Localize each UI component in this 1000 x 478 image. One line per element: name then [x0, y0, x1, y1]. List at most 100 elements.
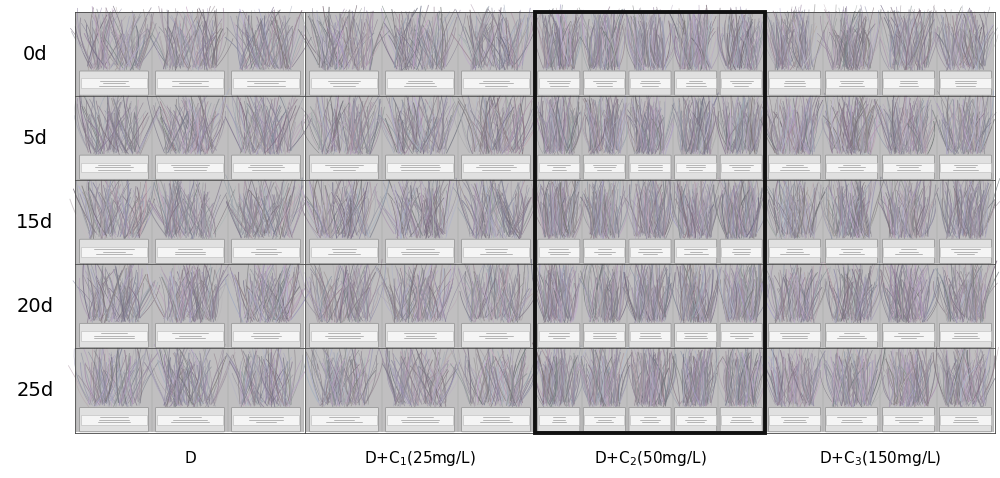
FancyBboxPatch shape [629, 239, 671, 263]
FancyBboxPatch shape [310, 155, 378, 179]
Bar [463, 415, 529, 425]
Bar [881, 181, 936, 263]
Bar [387, 163, 453, 173]
Bar [463, 163, 529, 173]
FancyBboxPatch shape [386, 408, 454, 432]
Bar [824, 13, 879, 95]
FancyBboxPatch shape [156, 71, 224, 95]
Bar [630, 78, 670, 88]
FancyBboxPatch shape [720, 155, 762, 179]
Bar [306, 97, 534, 180]
Text: D+C$_1$(25mg/L): D+C$_1$(25mg/L) [364, 449, 476, 468]
Bar [719, 13, 763, 95]
Bar [233, 163, 299, 173]
FancyBboxPatch shape [156, 239, 224, 263]
Bar [229, 349, 303, 432]
Bar [157, 78, 223, 88]
Bar [539, 163, 579, 173]
Bar [536, 97, 764, 180]
Bar [826, 331, 877, 341]
FancyBboxPatch shape [462, 71, 530, 95]
Bar [721, 247, 761, 257]
Bar [767, 181, 822, 263]
Bar [81, 163, 147, 173]
FancyBboxPatch shape [629, 324, 671, 348]
Bar [881, 349, 936, 432]
FancyBboxPatch shape [232, 155, 300, 179]
Text: D: D [184, 451, 196, 467]
FancyBboxPatch shape [538, 239, 580, 263]
FancyBboxPatch shape [675, 155, 717, 179]
FancyBboxPatch shape [825, 324, 878, 348]
Bar [824, 97, 879, 179]
Bar [940, 163, 991, 173]
Bar [583, 13, 626, 95]
Bar [721, 78, 761, 88]
Bar [383, 13, 457, 95]
Text: D+C$_3$(150mg/L): D+C$_3$(150mg/L) [819, 449, 941, 468]
FancyBboxPatch shape [675, 324, 717, 348]
FancyBboxPatch shape [720, 324, 762, 348]
FancyBboxPatch shape [386, 71, 454, 95]
Bar [307, 97, 381, 179]
Bar [630, 331, 670, 341]
FancyBboxPatch shape [386, 155, 454, 179]
Bar [153, 97, 227, 179]
Bar [940, 247, 991, 257]
Bar [883, 78, 934, 88]
FancyBboxPatch shape [156, 408, 224, 432]
FancyBboxPatch shape [232, 71, 300, 95]
Bar [583, 265, 626, 348]
Bar [766, 349, 994, 432]
FancyBboxPatch shape [583, 324, 625, 348]
Bar [719, 181, 763, 263]
Bar [537, 265, 581, 348]
Bar [826, 78, 877, 88]
Text: 5d: 5d [23, 129, 47, 148]
Bar [306, 181, 534, 264]
Bar [883, 331, 934, 341]
Bar [769, 415, 820, 425]
FancyBboxPatch shape [80, 239, 148, 263]
FancyBboxPatch shape [675, 71, 717, 95]
Bar [77, 349, 151, 432]
Bar [938, 349, 993, 432]
FancyBboxPatch shape [768, 71, 821, 95]
Bar [76, 97, 304, 180]
FancyBboxPatch shape [538, 155, 580, 179]
FancyBboxPatch shape [825, 239, 878, 263]
Bar [674, 97, 717, 179]
Bar [630, 415, 670, 425]
Bar [940, 78, 991, 88]
Bar [153, 349, 227, 432]
FancyBboxPatch shape [825, 408, 878, 432]
FancyBboxPatch shape [939, 408, 992, 432]
Bar [676, 78, 716, 88]
Bar [824, 181, 879, 263]
Bar [76, 349, 304, 432]
Bar [76, 12, 304, 96]
Bar [536, 12, 764, 96]
FancyBboxPatch shape [156, 155, 224, 179]
Bar [769, 78, 820, 88]
Bar [81, 415, 147, 425]
Bar [674, 181, 717, 263]
Bar [719, 265, 763, 348]
Bar [153, 265, 227, 348]
Bar [153, 181, 227, 263]
Bar [387, 415, 453, 425]
Bar [311, 415, 377, 425]
Bar [766, 181, 994, 264]
Bar [583, 97, 626, 179]
Bar [537, 13, 581, 95]
FancyBboxPatch shape [768, 155, 821, 179]
Bar [769, 247, 820, 257]
Bar [584, 331, 624, 341]
FancyBboxPatch shape [80, 155, 148, 179]
Bar [938, 181, 993, 263]
FancyBboxPatch shape [232, 324, 300, 348]
FancyBboxPatch shape [583, 155, 625, 179]
FancyBboxPatch shape [538, 324, 580, 348]
Bar [81, 247, 147, 257]
FancyBboxPatch shape [583, 71, 625, 95]
